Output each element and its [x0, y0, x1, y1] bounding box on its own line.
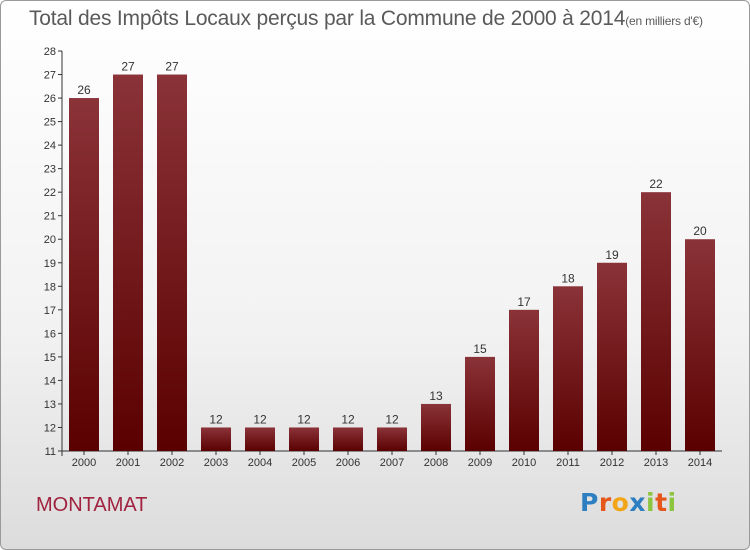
y-tick-label: 23: [44, 164, 56, 176]
x-tick-label: 2013: [644, 457, 668, 469]
y-tick-label: 18: [44, 281, 56, 293]
bar-value-label: 19: [605, 248, 619, 262]
y-tick-label: 16: [44, 328, 56, 340]
bar: [245, 427, 275, 451]
bar-value-label: 15: [473, 342, 487, 356]
commune-name: MONTAMAT: [36, 494, 148, 516]
logo-letter: x: [629, 488, 646, 517]
bar: [597, 262, 627, 451]
bar: [201, 427, 231, 451]
y-tick-label: 28: [44, 46, 56, 58]
bar-value-label: 12: [385, 412, 399, 426]
bar: [641, 192, 671, 452]
bar-value-label: 26: [77, 83, 91, 97]
bar: [553, 286, 583, 451]
bar: [333, 427, 363, 451]
x-tick-label: 2001: [116, 457, 140, 469]
y-tick-label: 13: [44, 399, 56, 411]
x-tick-label: 2003: [204, 457, 228, 469]
bar: [69, 98, 99, 451]
logo-letter: t: [655, 488, 668, 517]
bar-value-label: 17: [517, 295, 531, 309]
y-tick-label: 27: [44, 70, 56, 82]
bar: [113, 74, 143, 451]
bar-value-label: 20: [693, 224, 707, 238]
y-tick-label: 25: [44, 117, 56, 129]
y-tick-label: 14: [44, 375, 56, 387]
x-tick-label: 2004: [248, 457, 272, 469]
bar-value-label: 12: [209, 412, 223, 426]
y-tick-label: 20: [44, 234, 56, 246]
x-tick-label: 2009: [468, 457, 492, 469]
logo-letter: r: [598, 488, 612, 517]
x-tick-label: 2007: [380, 457, 404, 469]
x-tick-label: 2008: [424, 457, 448, 469]
chart-title-unit: (en milliers d'€): [625, 14, 703, 28]
x-tick-label: 2002: [160, 457, 184, 469]
bar-value-label: 12: [253, 412, 267, 426]
y-tick-label: 12: [44, 422, 56, 434]
y-tick-label: 17: [44, 305, 56, 317]
bar: [157, 74, 187, 451]
proxiti-logo[interactable]: Proxiti: [580, 488, 677, 517]
y-tick-label: 26: [44, 93, 56, 105]
bar-value-label: 27: [165, 60, 179, 74]
x-tick-label: 2006: [336, 457, 360, 469]
chart-title-main: Total des Impôts Locaux perçus par la Co…: [29, 7, 626, 30]
bar-value-label: 22: [649, 177, 663, 191]
bar: [377, 427, 407, 451]
logo-letter: i: [667, 488, 677, 517]
x-tick-label: 2014: [688, 457, 712, 469]
chart-title: Total des Impôts Locaux perçus par la Co…: [29, 7, 703, 31]
x-tick-label: 2000: [72, 457, 96, 469]
bar-value-label: 12: [341, 412, 355, 426]
logo-letter: i: [646, 488, 656, 517]
y-tick-label: 21: [44, 211, 56, 223]
logo-letter: o: [611, 488, 630, 517]
logo-letter: P: [580, 488, 599, 517]
y-tick-label: 24: [44, 140, 56, 152]
bar-value-label: 27: [121, 60, 135, 74]
bar: [685, 239, 715, 451]
x-tick-label: 2010: [512, 457, 536, 469]
bar: [509, 309, 539, 451]
y-tick-label: 15: [44, 352, 56, 364]
y-tick-label: 19: [44, 258, 56, 270]
bar: [421, 403, 451, 451]
bar: [289, 427, 319, 451]
bar-value-label: 13: [429, 389, 443, 403]
y-tick-label: 11: [45, 446, 56, 458]
bar: [465, 356, 495, 451]
x-tick-label: 2011: [556, 457, 580, 469]
x-tick-label: 2005: [292, 457, 316, 469]
bar-value-label: 12: [297, 412, 311, 426]
x-tick-label: 2012: [600, 457, 624, 469]
bar-value-label: 18: [561, 271, 575, 285]
y-tick-label: 22: [44, 187, 56, 199]
